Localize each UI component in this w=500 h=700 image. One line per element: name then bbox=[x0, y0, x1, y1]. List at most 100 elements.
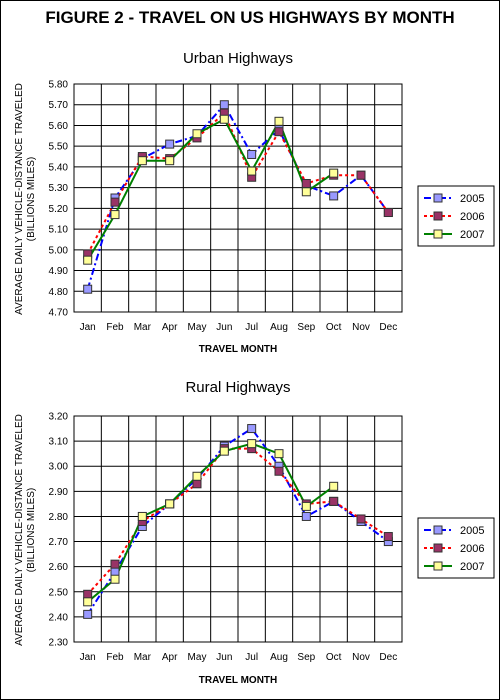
series-line-2007 bbox=[86, 117, 335, 261]
y-tick-label: 3.20 bbox=[49, 412, 69, 423]
data-point-2007 bbox=[137, 156, 147, 166]
y-tick-label: 5.30 bbox=[49, 183, 69, 194]
legend-label-2007: 2007 bbox=[460, 229, 484, 241]
data-point-2006 bbox=[110, 197, 120, 207]
series-line-2007 bbox=[87, 442, 335, 603]
legend-label-2005: 2005 bbox=[460, 525, 484, 537]
data-point-2007 bbox=[247, 166, 257, 176]
y-tick-label: 2.90 bbox=[49, 487, 69, 498]
y-tick-label: 2.80 bbox=[49, 512, 69, 523]
x-tick-label: Dec bbox=[379, 652, 397, 663]
data-point-2006 bbox=[356, 514, 366, 524]
data-point-2007 bbox=[83, 597, 93, 607]
data-point-2005 bbox=[83, 284, 93, 294]
x-tick-label: Oct bbox=[326, 322, 342, 333]
data-point-2005 bbox=[247, 149, 257, 159]
data-point-2006 bbox=[301, 178, 311, 188]
y-tick-label: 2.50 bbox=[49, 587, 69, 598]
y-axis-title: (BILLIONS MILES) bbox=[26, 157, 37, 241]
data-point-2007 bbox=[301, 501, 311, 511]
y-tick-label: 5.50 bbox=[49, 142, 69, 153]
data-point-2005 bbox=[110, 567, 120, 577]
legend-marker-2005 bbox=[433, 525, 443, 535]
x-tick-label: Sep bbox=[297, 322, 315, 333]
data-point-2007 bbox=[192, 471, 202, 481]
x-tick-label: Oct bbox=[326, 652, 342, 663]
data-point-2005 bbox=[83, 609, 93, 619]
y-tick-label: 5.60 bbox=[49, 121, 69, 132]
data-point-2006 bbox=[356, 170, 366, 180]
data-point-2006 bbox=[274, 127, 284, 137]
y-tick-label: 5.80 bbox=[49, 80, 69, 91]
x-tick-label: Jul bbox=[245, 652, 258, 663]
legend-marker-2006 bbox=[433, 543, 443, 553]
legend-label-2005: 2005 bbox=[460, 193, 484, 205]
x-tick-label: Jan bbox=[80, 652, 96, 663]
data-point-2006 bbox=[110, 559, 120, 569]
data-point-2007 bbox=[329, 168, 339, 178]
data-point-2007 bbox=[329, 481, 339, 491]
y-tick-label: 3.00 bbox=[49, 462, 69, 473]
x-tick-label: Feb bbox=[106, 322, 124, 333]
x-tick-label: Feb bbox=[106, 652, 124, 663]
x-tick-label: Mar bbox=[134, 652, 152, 663]
data-point-2007 bbox=[301, 187, 311, 197]
y-tick-label: 2.30 bbox=[49, 638, 69, 649]
data-point-2007 bbox=[110, 210, 120, 220]
y-tick-label: 5.20 bbox=[49, 204, 69, 215]
x-tick-label: Nov bbox=[352, 322, 370, 333]
x-tick-label: Jul bbox=[245, 322, 258, 333]
legend-marker-2007 bbox=[433, 229, 443, 239]
series-line-2005 bbox=[86, 427, 389, 615]
x-tick-label: Aug bbox=[270, 652, 288, 663]
x-tick-label: Sep bbox=[297, 652, 315, 663]
x-tick-label: Nov bbox=[352, 652, 370, 663]
data-point-2007 bbox=[274, 116, 284, 126]
data-point-2007 bbox=[165, 499, 175, 509]
y-tick-label: 5.70 bbox=[49, 100, 69, 111]
data-point-2007 bbox=[247, 439, 257, 449]
x-axis-title: TRAVEL MONTH bbox=[199, 344, 278, 355]
data-point-2005 bbox=[165, 139, 175, 149]
data-point-2007 bbox=[274, 449, 284, 459]
chart-title: Rural Highways bbox=[185, 379, 290, 396]
x-tick-label: May bbox=[188, 322, 207, 333]
y-tick-label: 4.70 bbox=[49, 308, 69, 319]
chart-title: Urban Highways bbox=[183, 50, 293, 67]
y-tick-label: 2.70 bbox=[49, 537, 69, 548]
y-tick-label: 2.60 bbox=[49, 562, 69, 573]
y-tick-label: 2.40 bbox=[49, 612, 69, 623]
x-tick-label: Aug bbox=[270, 322, 288, 333]
y-tick-label: 4.90 bbox=[49, 266, 69, 277]
y-axis-title: (BILLIONS MILES) bbox=[26, 488, 37, 572]
x-tick-label: Jun bbox=[216, 652, 232, 663]
data-point-2005 bbox=[329, 191, 339, 201]
data-point-2007 bbox=[137, 511, 147, 521]
data-point-2005 bbox=[247, 424, 257, 434]
x-tick-label: Jan bbox=[80, 322, 96, 333]
data-point-2006 bbox=[383, 208, 393, 218]
x-axis-title: TRAVEL MONTH bbox=[199, 675, 278, 686]
data-point-2005 bbox=[219, 100, 229, 110]
x-tick-label: Apr bbox=[162, 652, 178, 663]
x-tick-label: May bbox=[188, 652, 207, 663]
data-point-2007 bbox=[110, 574, 120, 584]
y-axis-title: AVERAGE DAILY VEHICLE-DISTANCE TRAVELED bbox=[14, 83, 25, 315]
y-tick-label: 3.10 bbox=[49, 437, 69, 448]
data-point-2007 bbox=[192, 129, 202, 139]
data-point-2006 bbox=[83, 589, 93, 599]
figure-title: FIGURE 2 - TRAVEL ON US HIGHWAYS BY MONT… bbox=[45, 8, 455, 27]
series-line-2006 bbox=[86, 111, 390, 255]
y-tick-label: 5.00 bbox=[49, 245, 69, 256]
y-axis-title: AVERAGE DAILY VEHICLE-DISTANCE TRAVELED bbox=[14, 414, 25, 646]
data-point-2007 bbox=[83, 255, 93, 265]
legend-marker-2006 bbox=[433, 211, 443, 221]
x-tick-label: Mar bbox=[134, 322, 152, 333]
x-tick-label: Jun bbox=[216, 322, 232, 333]
data-point-2007 bbox=[219, 446, 229, 456]
data-point-2006 bbox=[192, 479, 202, 489]
y-tick-label: 4.80 bbox=[49, 287, 69, 298]
data-point-2007 bbox=[219, 114, 229, 124]
data-point-2006 bbox=[383, 532, 393, 542]
